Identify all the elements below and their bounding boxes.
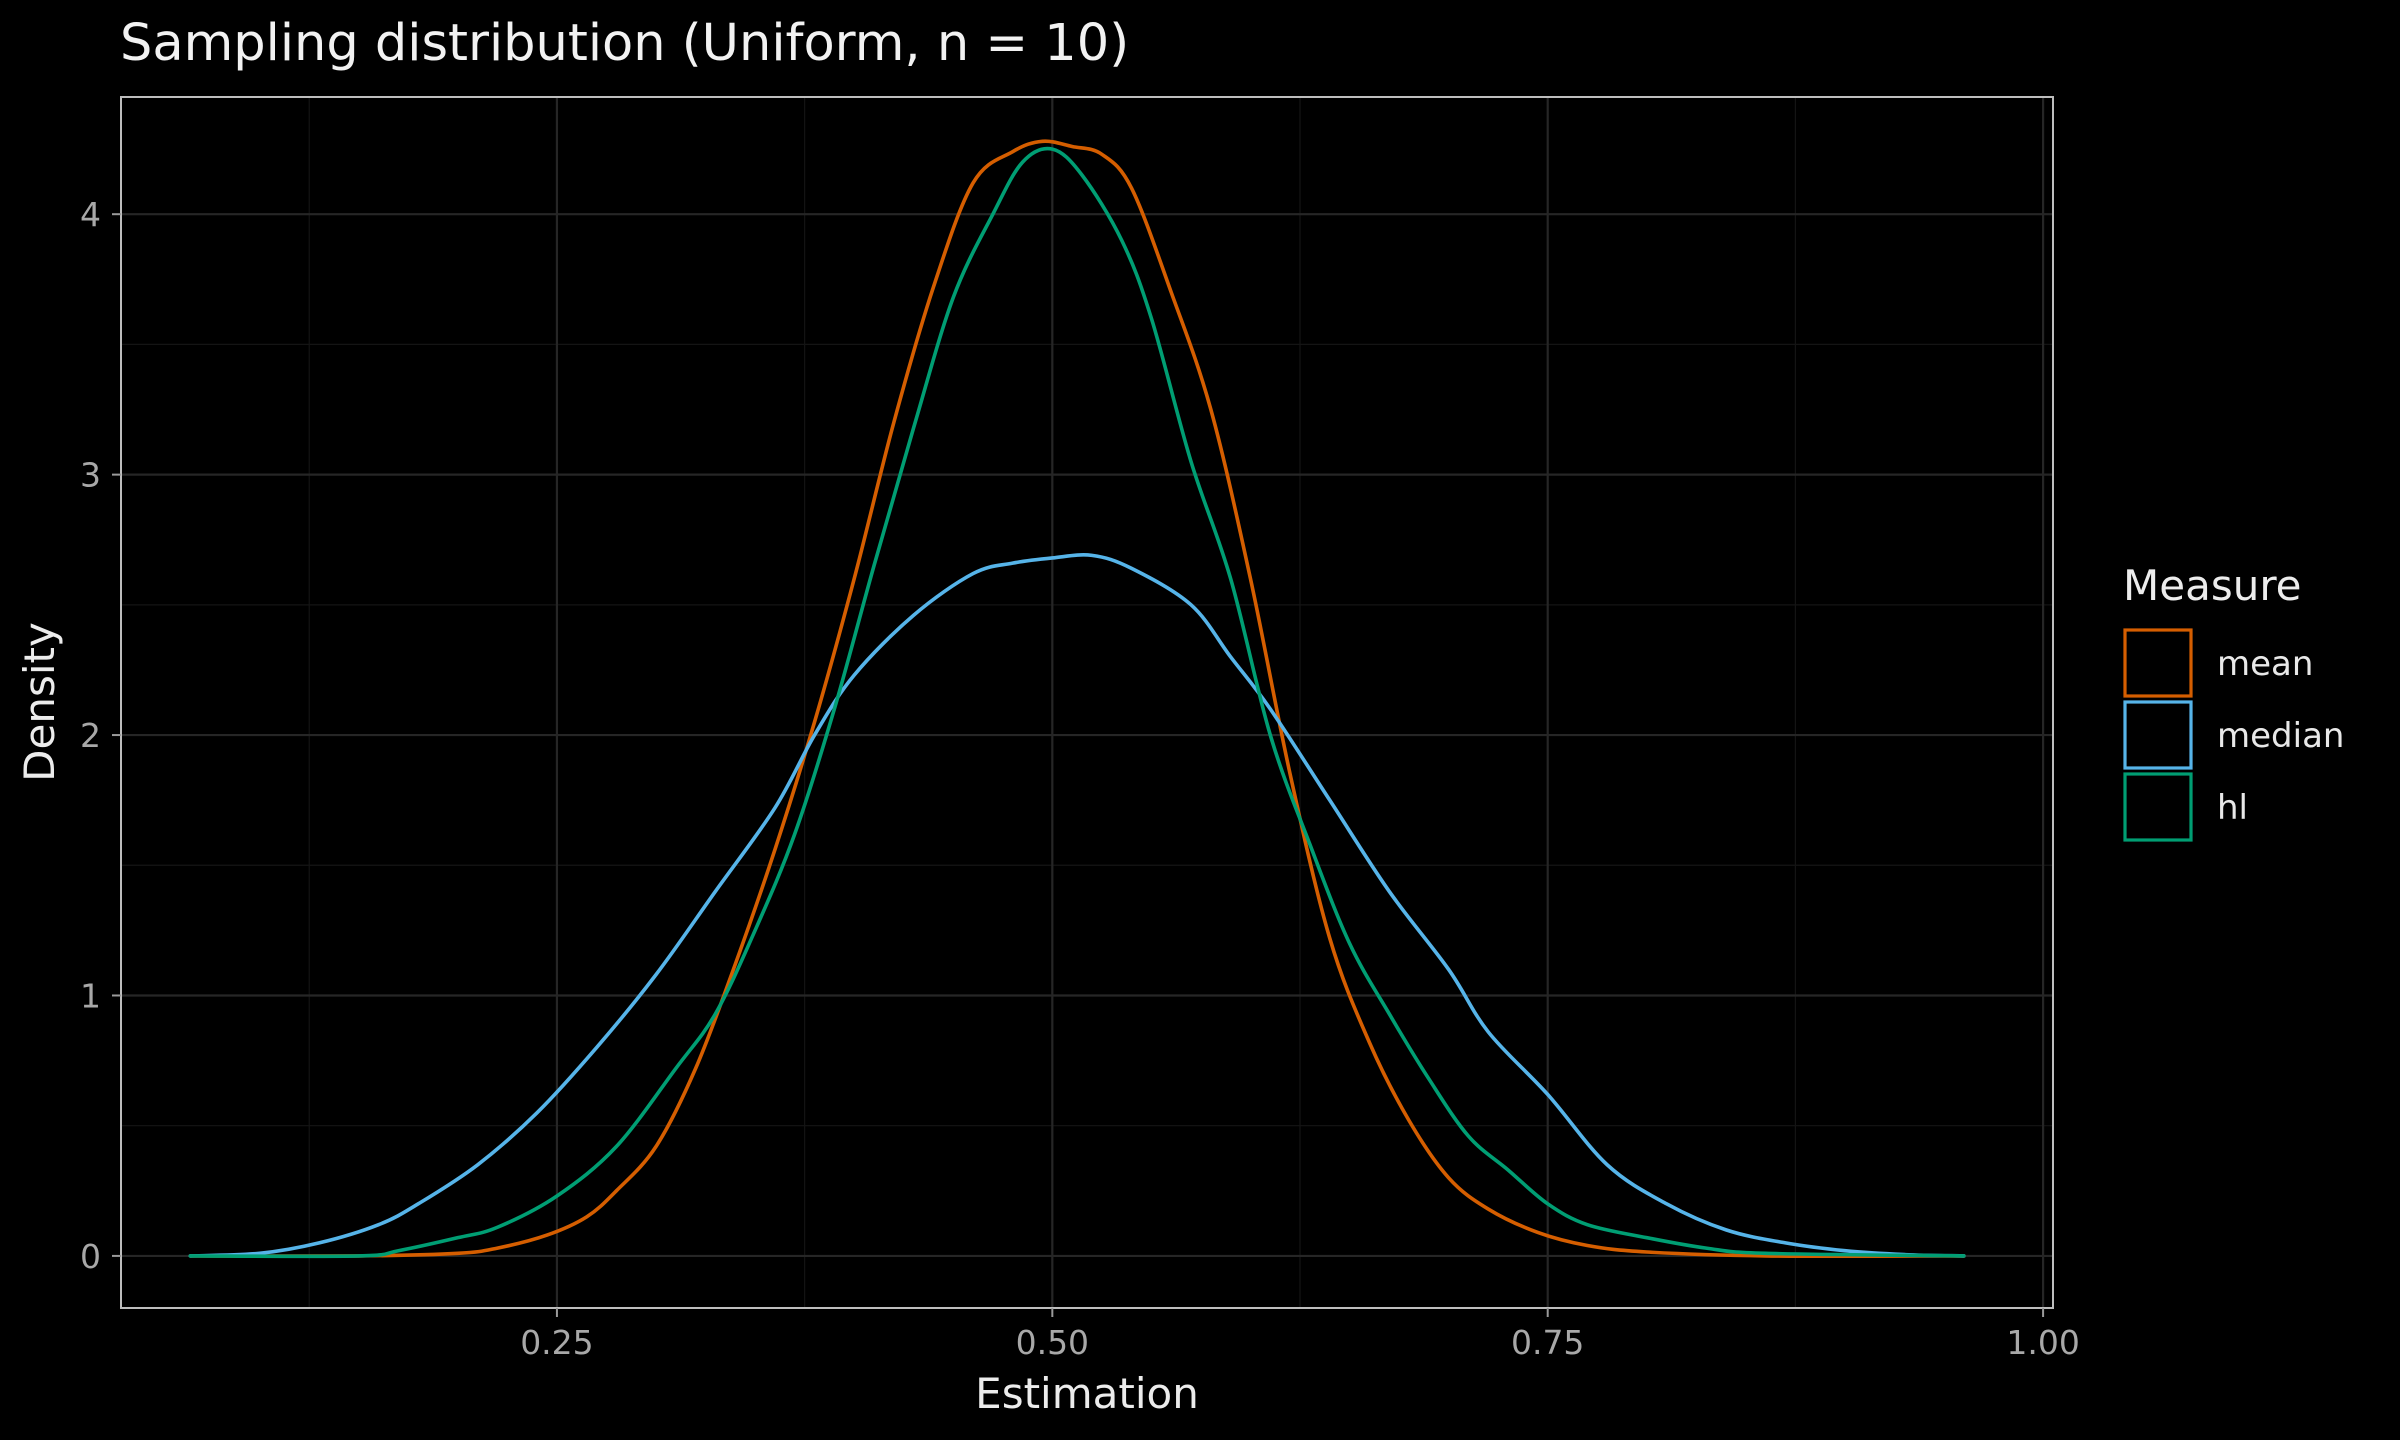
y-tick-label: 4 [80, 195, 101, 234]
legend-label-mean: mean [2217, 644, 2313, 684]
x-tick-label: 0.50 [1016, 1323, 1089, 1362]
y-axis-title: Density [15, 622, 64, 782]
chart-title: Sampling distribution (Uniform, n = 10) [120, 14, 1129, 73]
x-tick-label: 0.25 [520, 1323, 593, 1362]
x-axis-title: Estimation [975, 1369, 1199, 1418]
y-tick-label: 1 [80, 976, 101, 1015]
series-layer [188, 139, 1966, 1259]
series-line-hl [188, 146, 1966, 1259]
plot-background [121, 97, 2053, 1308]
legend-key-mean [2123, 628, 2193, 698]
x-axis: 0.25 0.50 0.75 1.00 [520, 1308, 2080, 1362]
legend-label-hl: hl [2217, 788, 2248, 828]
legend-key-median [2123, 700, 2193, 770]
legend-label-median: median [2217, 716, 2344, 756]
plot-border [120, 96, 2054, 1309]
y-axis: 0 1 2 3 4 [80, 195, 121, 1276]
legend-title: Measure [2123, 561, 2302, 610]
series-line-mean [188, 139, 1966, 1259]
x-tick-label: 1.00 [2006, 1323, 2079, 1362]
y-tick-label: 0 [80, 1237, 101, 1276]
legend: Measure mean median hl [2123, 561, 2344, 842]
series-line-median [188, 553, 1966, 1258]
x-tick-label: 0.75 [1511, 1323, 1584, 1362]
y-tick-label: 3 [80, 456, 101, 495]
legend-key-hl [2123, 772, 2193, 842]
y-tick-label: 2 [80, 716, 101, 755]
legend-items: mean median hl [2123, 628, 2344, 842]
